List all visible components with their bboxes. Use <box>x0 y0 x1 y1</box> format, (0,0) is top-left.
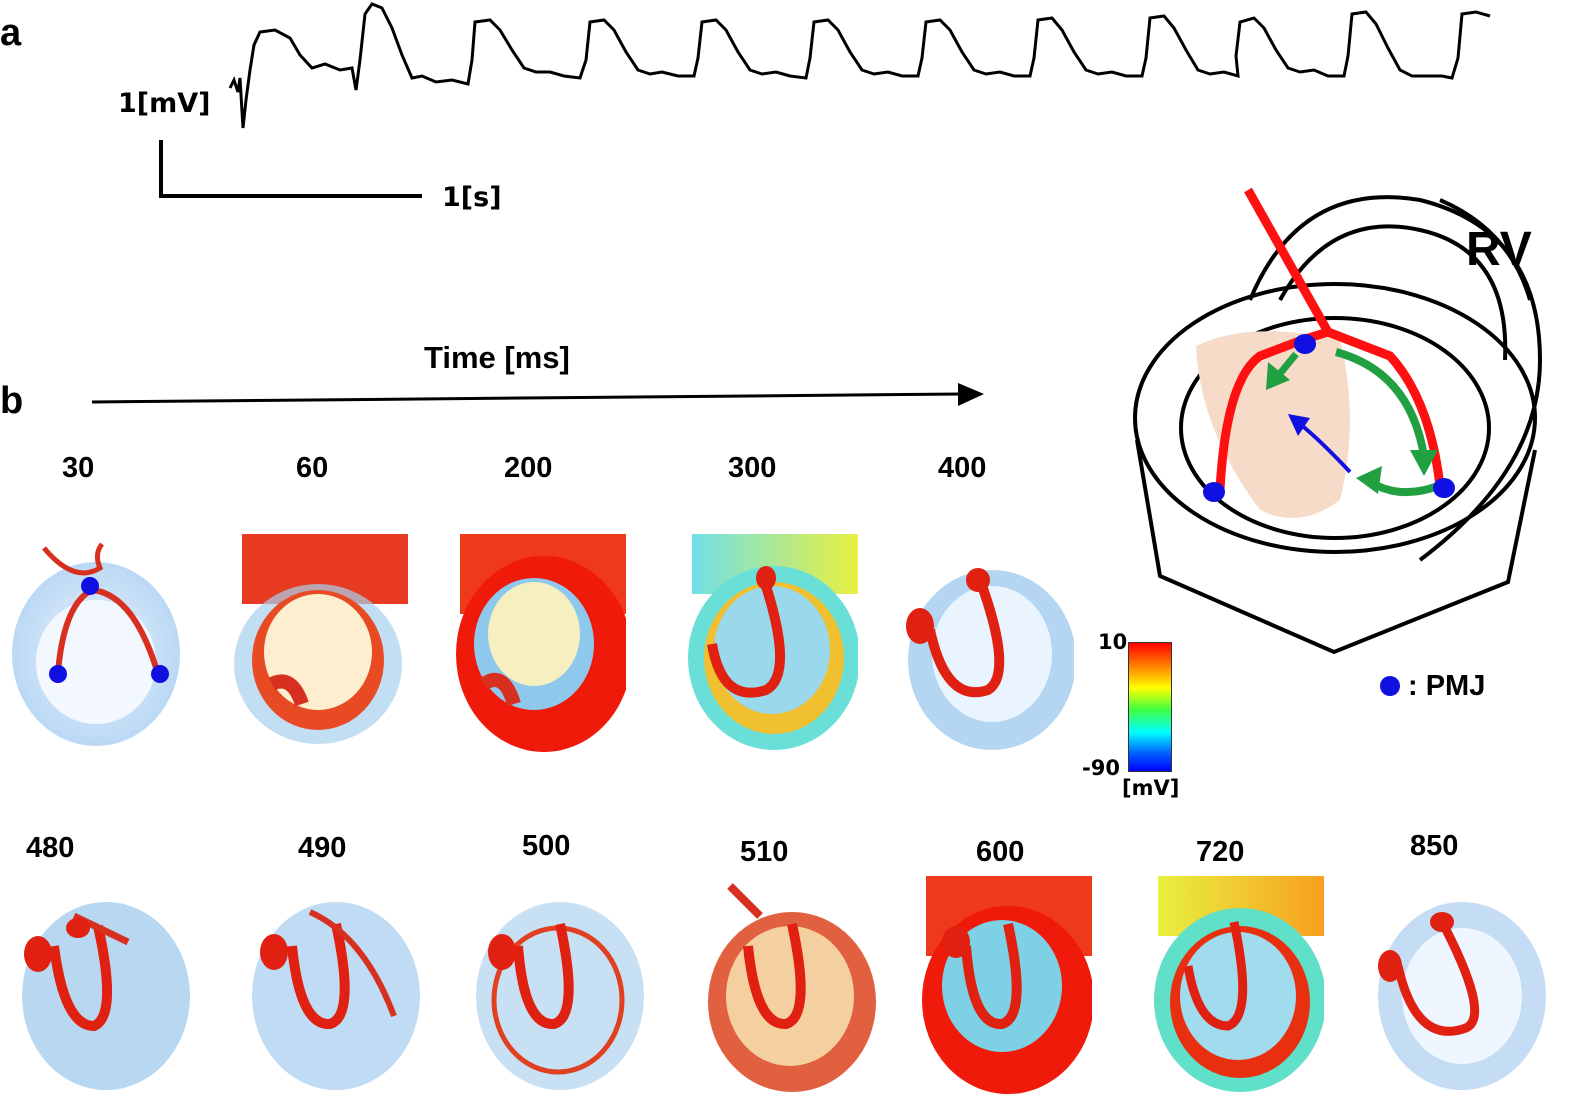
pmj-dot-left <box>1203 482 1225 502</box>
time-label-400: 400 <box>938 452 987 484</box>
time-label-720: 720 <box>1196 836 1245 868</box>
green-arrow-down <box>1334 348 1428 457</box>
time-label-60: 60 <box>296 452 329 484</box>
pmj-dot-top <box>1294 334 1316 354</box>
septum-region <box>1196 331 1350 518</box>
purkinje-left-branch <box>1215 327 1330 491</box>
heart-snapshot-60 <box>232 534 408 754</box>
time-label-480: 480 <box>26 832 75 864</box>
ventricle-schematic <box>1133 187 1543 696</box>
time-label-500: 500 <box>522 830 571 862</box>
heart-snapshot-400 <box>898 534 1074 754</box>
time-label-850: 850 <box>1410 830 1459 862</box>
time-label-510: 510 <box>740 836 789 868</box>
heart-snapshot-200 <box>450 534 626 754</box>
green-arrow-left <box>1367 478 1440 497</box>
time-label-200: 200 <box>504 452 553 484</box>
pmj-legend-label: : PMJ <box>1408 670 1486 702</box>
ecg-trace <box>228 2 1491 129</box>
heart-snapshot-490 <box>244 876 420 1096</box>
lv-outer-ellipse <box>1133 282 1537 554</box>
panel-a-label: a <box>0 12 22 54</box>
green-arrowhead-left <box>1356 466 1382 494</box>
time-label-600: 600 <box>976 836 1025 868</box>
lv-base-outline <box>1135 439 1537 655</box>
pmj-legend-dot <box>1380 676 1400 696</box>
heart-snapshot-30 <box>4 534 180 754</box>
time-arrow <box>91 383 984 406</box>
rv-middle-arc <box>1278 224 1508 361</box>
heart-snapshot-600 <box>916 876 1092 1096</box>
time-label-300: 300 <box>728 452 777 484</box>
colorbar-min-label: -90 <box>1082 756 1120 780</box>
rv-label: RV <box>1466 223 1532 276</box>
heart-snapshot-850 <box>1370 876 1546 1096</box>
time-label-30: 30 <box>62 452 95 484</box>
colorbar-max-label: 10 <box>1098 630 1128 654</box>
pmj-dot-right <box>1433 478 1455 498</box>
membrane-potential-colorbar <box>1128 642 1172 772</box>
heart-snapshot-300 <box>682 534 858 754</box>
scale-bar <box>159 140 422 198</box>
time-label-490: 490 <box>298 832 347 864</box>
green-arrow-up <box>1275 351 1299 379</box>
time-axis-label: Time [ms] <box>424 340 570 375</box>
time-scale-label: 1[s] <box>442 182 502 213</box>
green-arrowhead-down <box>1410 450 1438 476</box>
heart-snapshot-720 <box>1148 876 1324 1096</box>
heart-snapshot-510 <box>700 876 876 1096</box>
panel-b-label: b <box>0 380 24 422</box>
blue-arrowhead <box>1288 414 1310 436</box>
purkinje-his-bundle <box>1244 187 1332 335</box>
ecg-trace-plot <box>159 2 1491 198</box>
heart-snapshot-480 <box>14 876 190 1096</box>
heart-snapshot-500 <box>468 876 644 1096</box>
purkinje-right-branch <box>1326 327 1445 487</box>
rv-inner-arc <box>1439 198 1532 301</box>
lv-inner-ellipse <box>1179 316 1491 540</box>
green-arrowhead-up <box>1266 362 1290 390</box>
voltage-scale-label: 1[mV] <box>118 88 211 119</box>
colorbar-unit-label: [mV] <box>1122 776 1180 800</box>
